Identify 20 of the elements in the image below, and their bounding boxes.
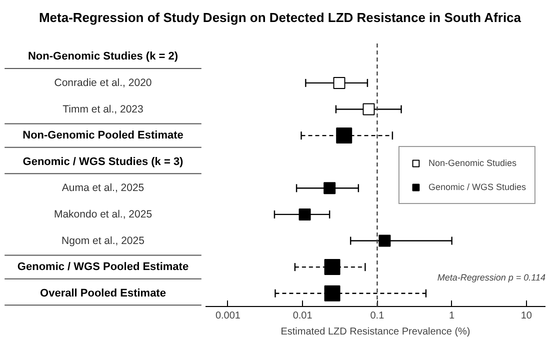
y-tick-label: Non-Genomic Studies (k = 2) [28,50,178,63]
y-tick-label: Ngom et al., 2025 [62,234,145,247]
y-tick-label: Timm et al., 2023 [62,103,144,116]
x-tick-label: 1 [449,310,456,322]
y-tick-label: Genomic / WGS Studies (k = 3) [22,156,184,168]
y-tick-label: Makondo et al., 2025 [54,208,152,220]
y-tick-label: Auma et al., 2025 [62,182,144,194]
legend-label: Non-Genomic Studies [428,158,516,168]
chart-title: Meta-Regression of Study Design on Detected LZD Resistance in South Africa [38,9,522,27]
x-tick-label: 10 [520,310,532,322]
annotation: Meta-Regression p = 0.114 [437,272,546,283]
x-tick-label: 0.1 [370,310,385,322]
y-tick-label: Overall Pooled Estimate [40,287,166,300]
y-tick-label: Genomic / WGS Pooled Estimate [17,261,189,274]
x-tick-label: 0.001 [215,310,241,322]
y-tick-label: Conradie et al., 2020 [54,76,152,89]
y-tick-label: Non-Genomic Pooled Estimate [22,130,184,142]
x-tick-label: 0.01 [292,310,313,322]
legend-label: Genomic / WGS Studies [428,182,526,192]
x-axis-title: Estimated LZD Resistance Prevalence (%) [280,326,470,338]
